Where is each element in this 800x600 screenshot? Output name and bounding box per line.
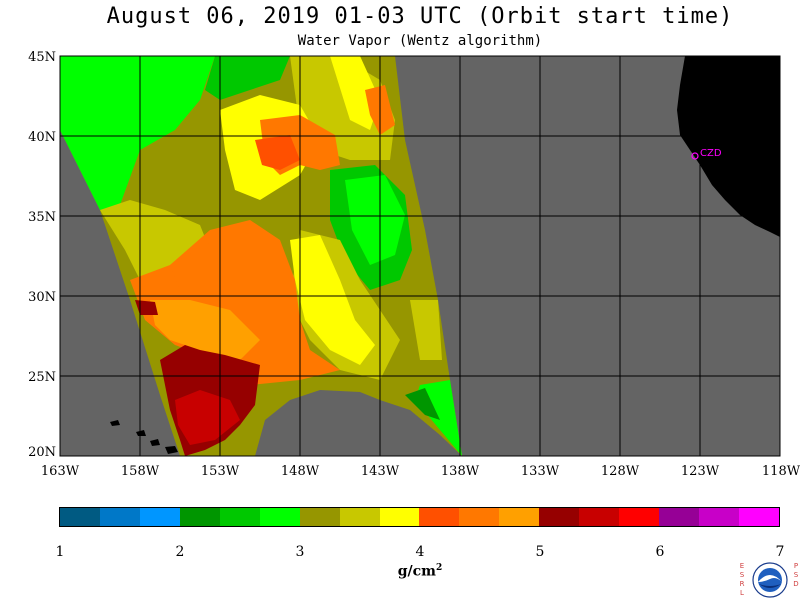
lon-axis: 163W 158W 153W 148W 143W 138W 133W 128W … — [41, 464, 800, 479]
lon-tick-label: 128W — [601, 464, 640, 479]
colorbar-cell — [499, 508, 540, 526]
lat-tick-label: 20N — [28, 445, 56, 460]
station-label: CZD — [700, 148, 722, 159]
colorbar-cell — [738, 508, 779, 526]
map-frame — [59, 55, 781, 457]
colorbar-cell — [539, 508, 580, 526]
lon-tick-label: 123W — [681, 464, 720, 479]
colorbar-tick-label: 2 — [175, 544, 185, 560]
lat-tick-label: 30N — [28, 290, 56, 305]
lon-tick-label: 138W — [441, 464, 480, 479]
land-california — [677, 56, 780, 237]
swath-data — [60, 56, 462, 456]
land-hawaii — [110, 420, 178, 454]
lon-tick-label: 148W — [281, 464, 320, 479]
colorbar-unit-exponent: 2 — [435, 563, 443, 573]
colorbar-cell — [299, 508, 340, 526]
water-vapor-map: CZD 45N 40N 35N 30N 25N 20N 163W 158W 15… — [28, 50, 800, 479]
colorbar-cell — [619, 508, 660, 526]
noaa-seal-icon — [752, 562, 788, 598]
colorbar — [59, 507, 780, 527]
colorbar-cell — [219, 508, 260, 526]
graticule — [60, 56, 780, 456]
colorbar-tick-label: 5 — [535, 544, 545, 560]
colorbar-cell — [139, 508, 180, 526]
colorbar-cell — [99, 508, 140, 526]
colorbar-tick-label: 3 — [295, 544, 305, 560]
lon-tick-label: 158W — [121, 464, 160, 479]
colorbar-cell — [179, 508, 220, 526]
colorbar-cell — [419, 508, 460, 526]
colorbar-cell — [659, 508, 699, 526]
lon-tick-label: 133W — [521, 464, 560, 479]
lat-axis: 45N 40N 35N 30N 25N 20N — [28, 50, 56, 460]
colorbar-cell — [379, 508, 420, 526]
station-marker — [691, 152, 699, 160]
colorbar-tick-label: 6 — [655, 544, 665, 560]
colorbar-cell — [579, 508, 620, 526]
lat-tick-label: 40N — [28, 130, 56, 145]
colorbar-tick-label: 7 — [775, 544, 785, 560]
lat-tick-label: 35N — [28, 210, 56, 225]
colorbar-tick-label: 4 — [415, 544, 425, 560]
lon-tick-label: 143W — [361, 464, 400, 479]
lon-tick-label: 163W — [41, 464, 80, 479]
colorbar-cell — [459, 508, 500, 526]
map-subtitle: Water Vapor (Wentz algorithm) — [297, 33, 543, 49]
map-title: August 06, 2019 01-03 UTC (Orbit start t… — [106, 4, 734, 29]
colorbar-cell — [60, 508, 100, 526]
lon-tick-label: 118W — [762, 464, 800, 479]
lon-tick-label: 153W — [201, 464, 240, 479]
lat-tick-label: 45N — [28, 50, 56, 65]
colorbar-cell — [699, 508, 739, 526]
colorbar-unit-base: g/cm — [397, 563, 436, 580]
lat-tick-label: 25N — [28, 370, 56, 385]
colorbar-cell — [259, 508, 300, 526]
colorbar-unit: g/cm2 — [370, 563, 470, 580]
colorbar-tick-label: 1 — [55, 544, 65, 560]
colorbar-cell — [339, 508, 380, 526]
